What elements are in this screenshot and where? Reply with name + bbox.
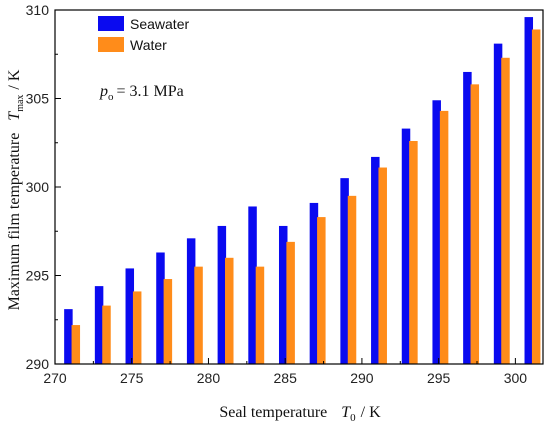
x-tick-label-275: 275	[120, 370, 144, 386]
legend-swatch-seawater	[98, 16, 124, 31]
bar-water-271	[71, 325, 81, 364]
bar-water-289	[347, 195, 357, 364]
bar-seawater-301	[524, 17, 534, 365]
bar-water-273	[102, 305, 111, 364]
bar-water-299	[501, 57, 510, 364]
bar-water-279	[194, 266, 203, 364]
legend-label-seawater: Seawater	[130, 16, 189, 32]
x-tick-label-280: 280	[197, 370, 221, 386]
x-tick-label-300: 300	[504, 370, 528, 386]
bar-seawater-273	[94, 286, 104, 364]
bar-water-291	[378, 167, 387, 364]
bar-seawater-291	[371, 156, 380, 364]
bar-water-275	[132, 291, 142, 364]
bar-seawater-277	[156, 252, 165, 364]
bar-water-293	[409, 140, 418, 364]
x-tick-label-270: 270	[43, 370, 67, 386]
y-axis-label: Maximum film temperatureTmax/ K	[6, 69, 26, 310]
bar-water-295	[439, 110, 449, 364]
bar-seawater-281	[217, 225, 227, 364]
bar-water-283	[255, 266, 265, 364]
x-tick-label-290: 290	[350, 370, 374, 386]
y-tick-label-300: 300	[26, 179, 50, 195]
y-tick-label-295: 295	[26, 268, 50, 284]
bar-seawater-287	[309, 202, 319, 364]
bar-seawater-285	[278, 225, 288, 364]
bar-water-281	[225, 257, 234, 364]
bar-seawater-297	[463, 71, 472, 364]
bar-seawater-271	[64, 309, 73, 364]
y-tick-label-305: 305	[26, 91, 50, 107]
bar-water-297	[470, 84, 480, 364]
bar-seawater-295	[432, 100, 441, 365]
ticks-layer: 290 295 300 305 310 270 275 280 285 290 295 300	[26, 2, 528, 386]
bar-seawater-279	[186, 238, 196, 364]
legend: Seawater Water	[98, 16, 189, 53]
bar-water-277	[163, 279, 173, 364]
x-tick-label-295: 295	[427, 370, 451, 386]
bar-seawater-293	[401, 128, 411, 364]
x-axis-label: Seal temperature T0/ K	[219, 404, 381, 424]
legend-swatch-water	[98, 37, 124, 52]
pressure-annotation: po = 3.1 MPa	[99, 83, 184, 103]
bar-water-287	[317, 217, 326, 364]
y-tick-label-310: 310	[26, 2, 50, 18]
bar-water-301	[531, 29, 541, 364]
legend-label-water: Water	[130, 37, 167, 53]
x-tick-label-285: 285	[274, 370, 298, 386]
bar-seawater-275	[125, 268, 135, 364]
bar-seawater-283	[248, 206, 257, 364]
bar-seawater-289	[340, 178, 349, 364]
bar-water-285	[286, 241, 295, 364]
y-tick-label-290: 290	[26, 356, 50, 372]
bars-layer	[64, 17, 541, 365]
bar-seawater-299	[493, 43, 503, 364]
